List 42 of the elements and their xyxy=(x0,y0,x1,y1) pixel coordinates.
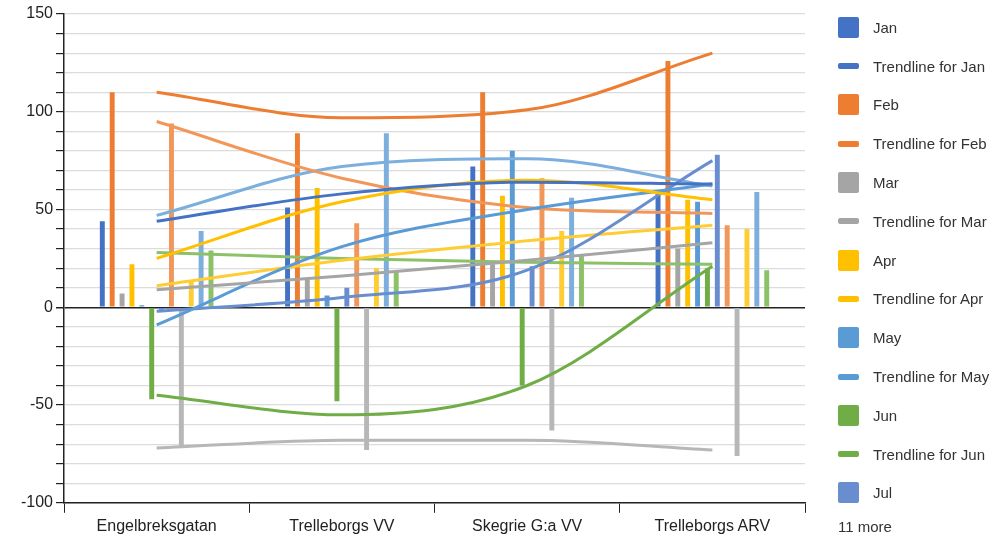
x-tick-label: Trelleborgs ARV xyxy=(654,516,771,534)
bar xyxy=(704,268,710,307)
bar xyxy=(754,191,760,307)
bar xyxy=(109,92,115,307)
x-tick-label: Trelleborgs VV xyxy=(289,516,395,534)
y-tick-label: 100 xyxy=(26,102,54,120)
bar xyxy=(129,264,135,307)
bar xyxy=(149,308,155,400)
legend-label: Trendline for Apr xyxy=(873,290,984,308)
bar xyxy=(734,308,740,456)
bar xyxy=(714,154,720,307)
x-tick-label: Skegrie G:a VV xyxy=(471,516,583,534)
legend-label: Trendline for Feb xyxy=(873,135,987,153)
y-tick-label: 50 xyxy=(35,199,54,217)
legend-label: Feb xyxy=(873,96,899,114)
bar xyxy=(764,270,770,307)
legend-label: Trendline for May xyxy=(873,368,990,386)
legend-label: Trendline for Jun xyxy=(873,445,986,463)
bar xyxy=(744,229,750,307)
bar xyxy=(99,221,105,307)
legend-label: Trendline for Mar xyxy=(873,212,987,230)
line-series xyxy=(155,264,714,417)
legend-label: Jun xyxy=(873,406,898,424)
legend-label: Jan xyxy=(873,18,898,36)
text: 11 more xyxy=(838,517,893,538)
legend-label: Trendline for Jan xyxy=(873,57,986,75)
legend-label: May xyxy=(873,329,902,347)
bar xyxy=(519,308,525,386)
y-tick-label: -50 xyxy=(29,395,54,413)
bar xyxy=(549,308,555,431)
legend-label: Apr xyxy=(873,251,897,269)
bar xyxy=(529,266,535,307)
legend-label: Mar xyxy=(873,174,899,192)
bar xyxy=(334,308,340,402)
x-tick-label: Engelbreksgatan xyxy=(96,516,217,534)
bar xyxy=(119,293,125,307)
y-tick-label: 0 xyxy=(44,297,54,315)
line-series xyxy=(155,159,714,313)
bar xyxy=(724,225,730,307)
y-tick-label: 150 xyxy=(26,4,54,22)
y-tick-label: -100 xyxy=(20,493,54,511)
legend-label: Jul xyxy=(873,484,893,502)
